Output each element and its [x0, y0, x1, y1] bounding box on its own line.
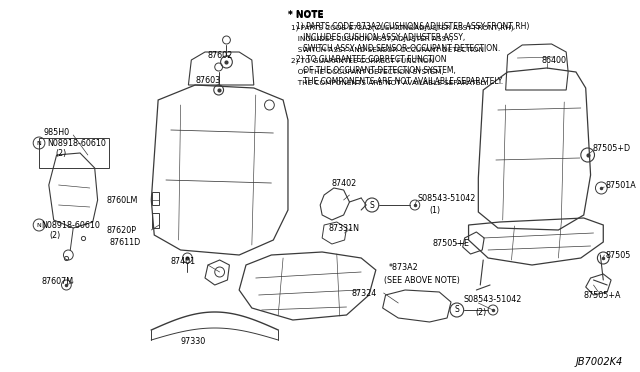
Text: N: N	[36, 141, 42, 145]
Text: 2) TO GUARANTEE CORRECT FUNCTION: 2) TO GUARANTEE CORRECT FUNCTION	[296, 55, 446, 64]
Text: N: N	[36, 222, 42, 228]
Text: (2): (2)	[56, 148, 67, 157]
Text: 97330: 97330	[180, 337, 206, 346]
Text: * NOTE: * NOTE	[288, 10, 324, 19]
Text: JB7002K4: JB7002K4	[576, 357, 623, 367]
Text: 87603: 87603	[195, 76, 220, 84]
Text: S: S	[454, 305, 460, 314]
Text: SWITCH ASSY AND SENSOR-OCCUPANT DETECTION.: SWITCH ASSY AND SENSOR-OCCUPANT DETECTIO…	[291, 47, 486, 53]
Text: 87611D: 87611D	[109, 237, 141, 247]
Text: 87331N: 87331N	[329, 224, 360, 232]
Text: 1) PARTS CODE 873A2(CUSHION&ADJUSTER ASSY-FRONT,RH): 1) PARTS CODE 873A2(CUSHION&ADJUSTER ASS…	[291, 25, 513, 31]
Text: 87505+D: 87505+D	[593, 144, 630, 153]
Text: 8760LM: 8760LM	[106, 196, 138, 205]
Text: INCLUDES CUSHION ASSY,ADJUSTER ASSY,: INCLUDES CUSHION ASSY,ADJUSTER ASSY,	[291, 36, 452, 42]
Text: 2) TO GUARANTEE CORRECT FUNCTION: 2) TO GUARANTEE CORRECT FUNCTION	[291, 58, 434, 64]
Text: THE COMPONENTS ARE NOT AVAILABLE SEPARATELY.: THE COMPONENTS ARE NOT AVAILABLE SEPARAT…	[291, 80, 488, 86]
Text: 87401: 87401	[171, 257, 196, 266]
Text: *873A2: *873A2	[388, 263, 419, 273]
Text: INCLUDES CUSHION ASSY,ADJUSTER ASSY,: INCLUDES CUSHION ASSY,ADJUSTER ASSY,	[296, 32, 465, 42]
Text: S08543-51042: S08543-51042	[464, 295, 522, 305]
Text: 87602: 87602	[208, 51, 233, 60]
Text: (1): (1)	[429, 205, 441, 215]
Text: 87505+E: 87505+E	[433, 238, 470, 247]
Text: 87607M: 87607M	[42, 278, 74, 286]
Text: 1) PARTS CODE 873A2(CUSHION&ADJUSTER ASSY-FRONT,RH): 1) PARTS CODE 873A2(CUSHION&ADJUSTER ASS…	[296, 22, 529, 31]
Text: 87620P: 87620P	[106, 225, 136, 234]
Text: N08918-60610: N08918-60610	[47, 138, 106, 148]
Text: 87501A: 87501A	[605, 180, 636, 189]
Text: 87505+A: 87505+A	[584, 291, 621, 299]
Text: (2): (2)	[50, 231, 61, 240]
Text: THE COMPONENTS ARE NOT AVAILABLE SEPARATELY.: THE COMPONENTS ARE NOT AVAILABLE SEPARAT…	[296, 77, 503, 86]
Text: S: S	[369, 201, 374, 209]
Text: 86400: 86400	[542, 55, 567, 64]
Text: OF THE OCCUPANT DETECTION SYSTEM,: OF THE OCCUPANT DETECTION SYSTEM,	[291, 69, 444, 75]
Text: (2): (2)	[476, 308, 486, 317]
Text: SWITCH ASSY AND SENSOR-OCCUPANT DETECTION.: SWITCH ASSY AND SENSOR-OCCUPANT DETECTIO…	[296, 44, 500, 52]
Text: OF THE OCCUPANT DETECTION SYSTEM,: OF THE OCCUPANT DETECTION SYSTEM,	[296, 65, 456, 74]
Text: N08918-60610: N08918-60610	[41, 221, 100, 230]
Text: 87324: 87324	[351, 289, 377, 298]
Text: 87402: 87402	[332, 179, 357, 187]
Text: * NOTE: * NOTE	[288, 10, 324, 19]
Text: (SEE ABOVE NOTE): (SEE ABOVE NOTE)	[383, 276, 460, 285]
Text: 985H0: 985H0	[44, 128, 70, 137]
Text: S08543-51042: S08543-51042	[418, 193, 476, 202]
Text: 87505: 87505	[605, 250, 630, 260]
